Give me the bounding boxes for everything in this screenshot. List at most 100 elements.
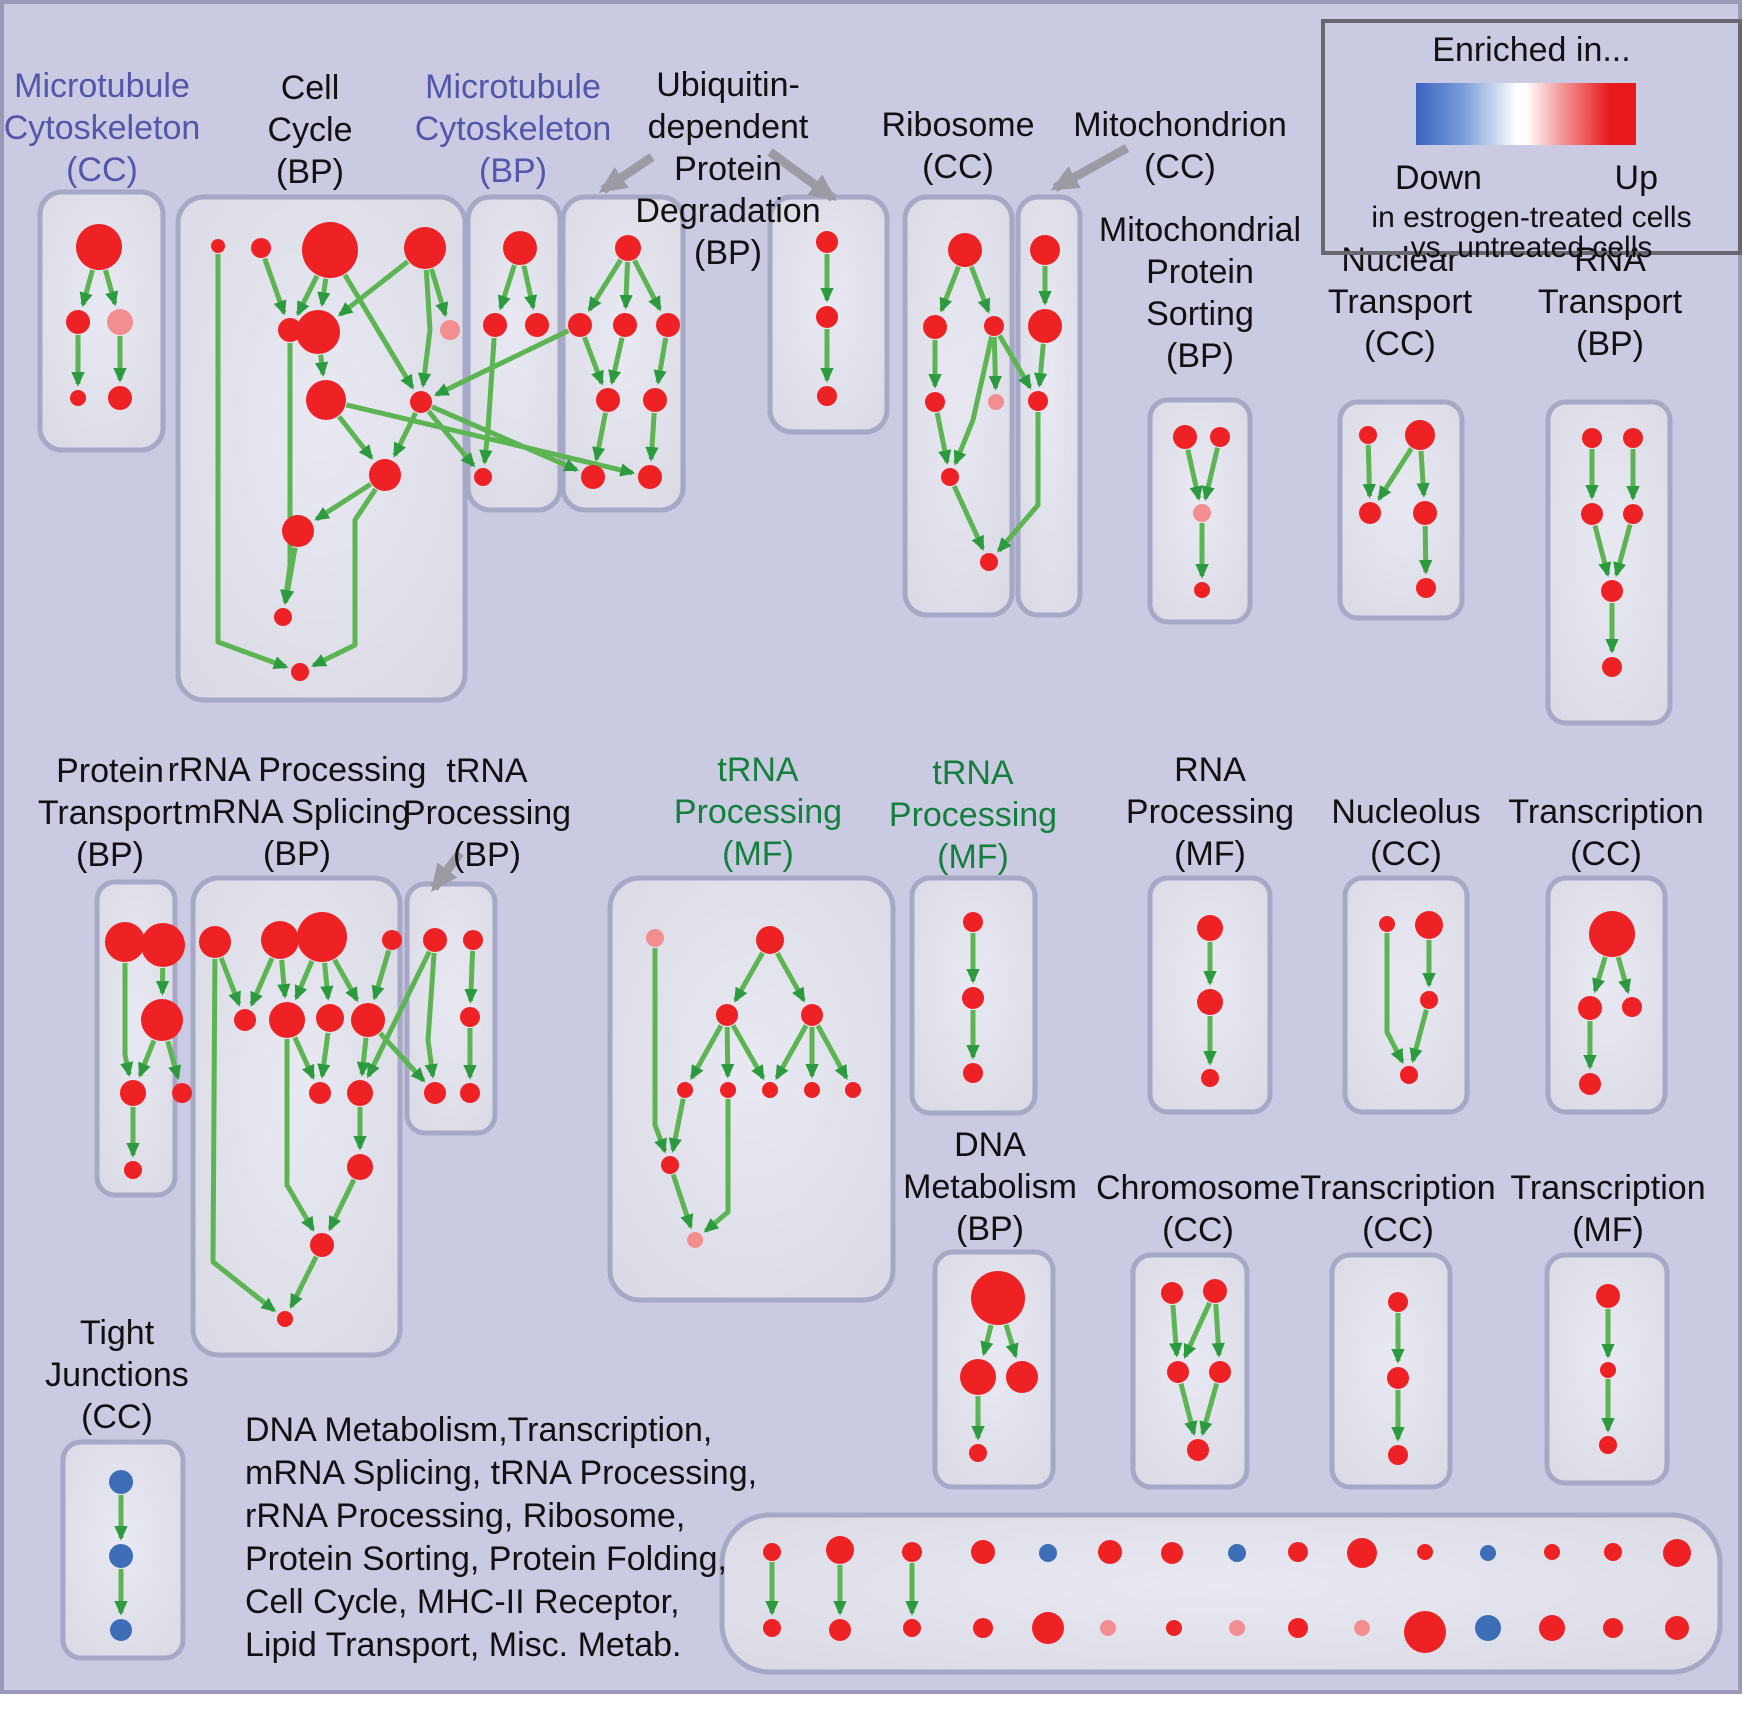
node-c3-red [525, 313, 549, 337]
node-b8-red [306, 380, 346, 420]
edge-t2-t4 [1211, 1303, 1225, 1358]
node-n5-red [677, 1082, 693, 1098]
node-p3-red [1201, 1069, 1219, 1087]
node-x11t-red [1417, 1544, 1433, 1560]
node-t5-red [1187, 1439, 1209, 1461]
label-nucleolus-cc: Nucleolus (CC) [1331, 793, 1480, 873]
node-n9-red [845, 1082, 861, 1098]
node-x6t-red [1098, 1540, 1122, 1564]
group-box-transcription-cc-mid [1545, 875, 1668, 1115]
node-x14b-red [1603, 1618, 1623, 1638]
edge-b4-b9 [417, 269, 433, 388]
edge-n5-n10 [668, 1098, 686, 1153]
node-l8-red [351, 1003, 385, 1037]
label-dna-metabolism-bp: DNA Metabolism (BP) [903, 1126, 1077, 1248]
edge-c2-c4 [479, 337, 497, 465]
node-x5b-red [1032, 1612, 1064, 1644]
node-v3-red [1599, 1436, 1617, 1454]
node-f1-red [948, 233, 982, 267]
edge-d2-b9 [433, 328, 570, 397]
node-l10-red [347, 1080, 373, 1106]
node-x1t-red [763, 1543, 781, 1561]
node-h1-red [1173, 425, 1197, 449]
node-x4b-red [973, 1618, 993, 1638]
node-x4t-red [971, 1540, 995, 1564]
node-s3-red [1006, 1361, 1038, 1393]
label-transcription-cc-mid: Transcription (CC) [1508, 793, 1703, 873]
node-b4-red [404, 227, 446, 269]
node-x14t-red [1604, 1543, 1622, 1561]
node-x10t-red [1347, 1538, 1377, 1568]
legend-subtitle-2: vs. untreated cells [1410, 231, 1653, 264]
edge-n10-n11 [670, 1173, 694, 1230]
edge-l11-l12 [327, 1178, 357, 1232]
edge-n2-n4 [775, 951, 806, 1003]
node-x7b-red [1166, 1620, 1182, 1636]
node-x15b-red [1665, 1616, 1689, 1640]
edge-b9-d7 [431, 404, 579, 473]
edge-n6-n11 [703, 1099, 731, 1233]
edge-b10-b13 [311, 487, 378, 668]
node-u3-red [1388, 1445, 1408, 1465]
edge-l3-l6 [293, 960, 315, 1001]
node-r2-red [1578, 996, 1602, 1020]
edge-r1-r2 [1592, 956, 1608, 994]
edge-l7-l9 [317, 1032, 331, 1079]
edge-i1-i3 [1362, 444, 1376, 499]
node-x5t-blue [1039, 1544, 1057, 1562]
label-rna-transport-bp: RNA Transport (BP) [1538, 241, 1683, 363]
node-x15t-red [1663, 1539, 1691, 1567]
node-q2-red [1415, 911, 1443, 939]
edge-b2-b5 [262, 257, 287, 316]
node-e1-red [816, 231, 838, 253]
label-cell-cycle-bp: Cell Cycle (BP) [267, 69, 352, 191]
node-i3-red [1359, 502, 1381, 524]
node-l11-red [347, 1154, 373, 1180]
label-mitochondrion-cc: Mitochondrion (CC) [1073, 106, 1287, 186]
node-i5-red [1416, 578, 1436, 598]
edge-g2-g3 [1033, 343, 1048, 388]
node-d7-red [581, 465, 605, 489]
edge-m1-m4 [424, 952, 438, 1079]
label-chromosome-cc: Chromosome (CC) [1096, 1169, 1300, 1249]
node-f7-red [980, 553, 998, 571]
node-o3-red [963, 1063, 983, 1083]
edge-a1-a2 [79, 269, 95, 308]
edge-c1-c3 [521, 265, 538, 311]
node-m4-red [424, 1082, 446, 1104]
label-pointer-arrow-3 [1050, 144, 1130, 192]
node-r4-red [1579, 1073, 1601, 1095]
node-k4-red [120, 1080, 146, 1106]
caption-merged-categories: DNA Metabolism,Transcription, mRNA Splici… [245, 1411, 757, 1664]
node-l12-red [310, 1233, 334, 1257]
edge-b3-b6 [317, 278, 331, 307]
edge-f6-f7 [951, 485, 985, 551]
edge-d6-d8 [645, 412, 659, 462]
edge-b3-b9 [342, 273, 415, 390]
legend-gradient-bar [1416, 83, 1636, 145]
node-c4-red [474, 468, 492, 486]
node-x2t-red [826, 1536, 854, 1564]
node-e3-red [817, 386, 837, 406]
edge-l6-l12 [284, 1039, 316, 1232]
edge-l12-l13 [289, 1255, 319, 1309]
node-x11b-red [1404, 1611, 1446, 1653]
node-w1-blue [109, 1470, 133, 1494]
group-box-misc-strip [719, 1512, 1723, 1675]
node-x13b-red [1539, 1615, 1565, 1641]
node-b2-red [251, 238, 271, 258]
label-trna-processing-bp: tRNA Processing (BP) [403, 752, 571, 874]
edge-d3-d5 [608, 337, 625, 386]
node-j1-red [1582, 428, 1602, 448]
node-l9-red [309, 1082, 331, 1104]
node-f3-red [984, 316, 1004, 336]
edge-m1-l10 [366, 950, 432, 1079]
node-k2-red [141, 923, 185, 967]
node-n3-red [716, 1004, 738, 1026]
node-a3-pink [107, 309, 133, 335]
edge-f1-f3 [969, 265, 991, 314]
node-n4-red [801, 1004, 823, 1026]
node-d4-red [656, 313, 680, 337]
node-j5-red [1601, 580, 1623, 602]
node-h4-red [1194, 582, 1210, 598]
